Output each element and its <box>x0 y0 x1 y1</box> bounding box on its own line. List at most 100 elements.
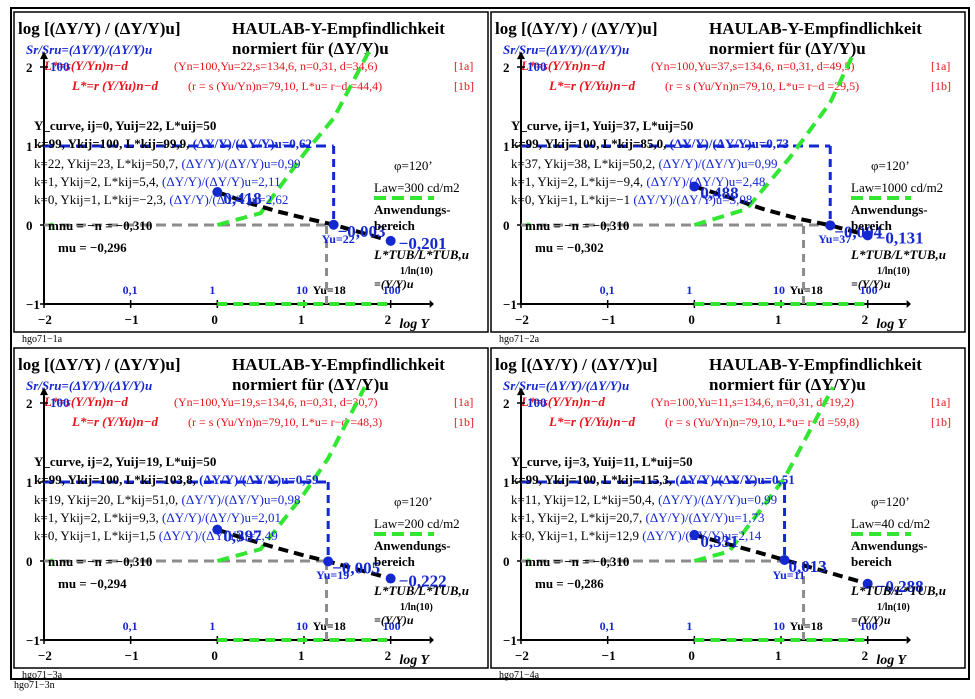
curve-header: Y_curve, ij=0, Yuij=22, L*uij=50 <box>34 118 216 133</box>
curve-row: k=1, Ykij=2, L*kij=20,7, (ΔY/Y)/(ΔY/Y)u=… <box>511 510 765 525</box>
panel-id-label: hgo71−4a <box>499 670 540 681</box>
yu-label: Yu=22 <box>322 232 355 246</box>
y-scale-label: 1 <box>686 283 692 297</box>
m-nu-label: mnu = −n = −0,310 <box>525 554 629 569</box>
x-tick-label: 0 <box>211 648 218 663</box>
mid-marker <box>323 556 334 567</box>
figure-label: hgo71−3n <box>14 680 55 691</box>
y-tick-label: 2 <box>503 60 510 75</box>
x-axis-arrow <box>906 636 911 644</box>
anwendung-label-2: bereich <box>851 554 893 569</box>
green-sensitivity-curve <box>693 386 835 563</box>
black-tub-curve <box>216 527 392 581</box>
luminance-label: Law=300 cd/m2 <box>374 180 460 195</box>
left-marker <box>212 524 223 535</box>
x-axis-title: log Y <box>876 653 907 668</box>
y-scale-label: 0,1 <box>600 283 615 297</box>
anwendung-label-2: bereich <box>374 554 416 569</box>
y-scale-label: 1 <box>686 619 692 633</box>
sensitivity-label: Sr/Sru=(ΔY/Y)/(ΔY/Y)u <box>26 42 152 57</box>
mid-marker <box>825 220 836 231</box>
tub-label: L*TUB/L*TUB,u <box>373 247 469 262</box>
green-sensitivity-curve <box>693 50 857 227</box>
curve-row: k=99, Ykij=100, L*kij=99,9, (ΔY/Y)/(ΔY/Y… <box>34 136 312 151</box>
tub-label-2: =(Y/Y)u <box>374 277 414 291</box>
green-sensitivity-curve <box>216 50 371 227</box>
x-axis-arrow <box>429 300 434 308</box>
yu-label: Yu=11 <box>773 568 805 582</box>
y-scale-label: 10 <box>296 619 308 633</box>
yu-18-label: Yu=18 <box>313 619 346 633</box>
x-axis-title: log Y <box>399 317 430 332</box>
y-tick-label: 2 <box>503 396 510 411</box>
params-1a: (Yn=100,Yu=19,s=134,6, n=0,31, d=30,7) <box>174 395 378 409</box>
m-nu-label: mnu = −n = −0,310 <box>525 218 629 233</box>
equation-1a: L*=s(Y/Yn)n−d <box>43 58 128 73</box>
left-marker-label: 0,397 <box>223 527 262 546</box>
curve-row: k=1, Ykij=2, L*kij=9,3, (ΔY/Y)/(ΔY/Y)u=2… <box>34 510 281 525</box>
y-axis-arrow <box>40 51 48 60</box>
x-tick-label: −1 <box>125 312 139 327</box>
tub-label-2: =(Y/Y)u <box>374 613 414 627</box>
y-scale-label: 10 <box>773 619 785 633</box>
x-tick-label: 1 <box>775 312 782 327</box>
y-tick-label: 0 <box>503 554 510 569</box>
mid-marker <box>779 554 790 565</box>
outer-frame <box>10 7 970 680</box>
curve-row: k=0, Ykij=1, L*kij=12,9 (ΔY/Y)/(ΔY/Y)u=2… <box>511 528 762 543</box>
sensitivity-label: Sr/Sru=(ΔY/Y)/(ΔY/Y)u <box>503 42 629 57</box>
curve-row: k=1, Ykij=2, L*kij=5,4, (ΔY/Y)/(ΔY/Y)u=2… <box>34 174 281 189</box>
panel-title: HAULAB-Y-Empfindlichkeit <box>232 355 445 374</box>
y-tick-label: 2 <box>26 396 33 411</box>
left-marker-label: 0,331 <box>700 532 738 551</box>
x-tick-label: 2 <box>862 648 869 663</box>
mid-marker-label: −0,005 <box>332 558 380 577</box>
right-marker-label: −0,288 <box>876 577 924 596</box>
black-tub-curve <box>693 184 869 238</box>
y-axis-100: 100 <box>50 395 70 410</box>
equation-1b: L*=r (Y/Yu)n−d <box>71 414 158 429</box>
y-tick-label: −1 <box>503 297 517 312</box>
y-axis-title: log [(ΔY/Y) / (ΔY/Y)u] <box>18 355 181 374</box>
tub-label-2: =(Y/Y)u <box>851 613 891 627</box>
sensitivity-label: Sr/Sru=(ΔY/Y)/(ΔY/Y)u <box>26 378 152 393</box>
anwendung-label-1: Anwendungs- <box>374 538 451 553</box>
x-tick-label: −2 <box>515 648 529 663</box>
right-marker <box>385 573 396 584</box>
left-marker <box>689 529 700 540</box>
chart-panel-hgo71-2a: log [(ΔY/Y) / (ΔY/Y)u] HAULAB-Y-Empfindli… <box>490 11 966 345</box>
luminance-label: Law=200 cd/m2 <box>374 516 460 531</box>
chart-panel-hgo71-4a: log [(ΔY/Y) / (ΔY/Y)u] HAULAB-Y-Empfindli… <box>490 347 966 681</box>
y-axis-arrow <box>517 51 525 60</box>
x-axis-arrow <box>429 636 434 644</box>
y-scale-label: 10 <box>296 283 308 297</box>
x-tick-label: 0 <box>688 648 695 663</box>
curve-header: Y_curve, ij=1, Yuij=37, L*uij=50 <box>511 118 693 133</box>
x-tick-label: 2 <box>385 648 392 663</box>
curve-row: k=99, Ykij=100, L*kij=85,0, (ΔY/Y)/(ΔY/Y… <box>511 136 790 151</box>
anwendung-label-2: bereich <box>851 218 893 233</box>
chart-panel-hgo71-3a: log [(ΔY/Y) / (ΔY/Y)u] HAULAB-Y-Empfindli… <box>13 347 489 681</box>
y-tick-label: 0 <box>26 218 33 233</box>
tag-1b: [1b] <box>931 79 951 93</box>
mid-marker-label: 0,013 <box>789 557 827 576</box>
right-marker <box>385 235 396 246</box>
x-tick-label: 1 <box>298 648 305 663</box>
panel-frame <box>13 347 489 669</box>
y-tick-label: 1 <box>26 475 33 490</box>
x-tick-label: −1 <box>125 648 139 663</box>
tub-label: L*TUB/L*TUB,u <box>850 583 946 598</box>
curve-header: Y_curve, ij=3, Yuij=11, L*uij=50 <box>511 454 693 469</box>
y-scale-label: 10 <box>773 283 785 297</box>
x-tick-label: −2 <box>38 648 52 663</box>
curve-row: k=99, Ykij=100, L*kij=115,3, (ΔY/Y)/(ΔY/… <box>511 472 795 487</box>
m-u-label: mu = −0,286 <box>535 576 604 591</box>
m-u-label: mu = −0,296 <box>58 240 127 255</box>
equation-1b: L*=r (Y/Yu)n−d <box>71 78 158 93</box>
panel-title: HAULAB-Y-Empfindlichkeit <box>232 19 445 38</box>
phi-label: φ=120’ <box>394 158 433 173</box>
y-tick-label: 1 <box>503 139 510 154</box>
tag-1a: [1a] <box>454 59 473 73</box>
tag-1a: [1a] <box>931 59 950 73</box>
